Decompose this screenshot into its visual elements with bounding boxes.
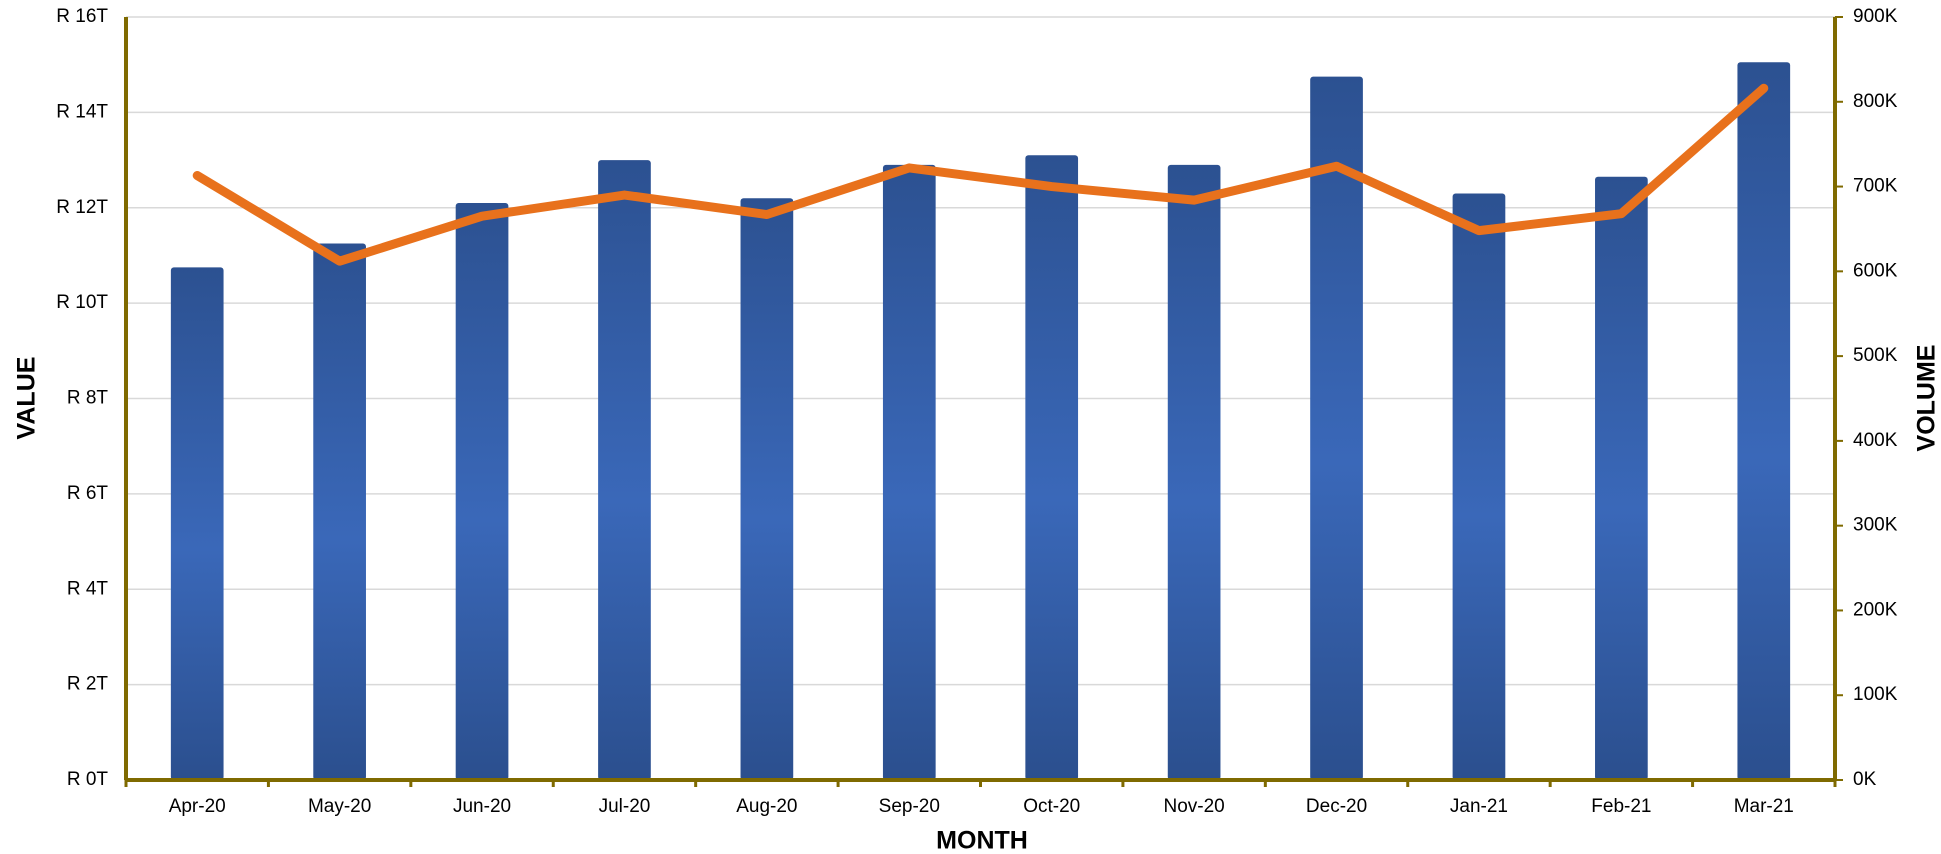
y-tick-label: R 10T	[56, 292, 108, 313]
x-tick-label: Jun-20	[453, 796, 511, 817]
bar	[740, 198, 794, 780]
x-tick-label: Aug-20	[736, 796, 797, 817]
y2-tick-label: 600K	[1853, 260, 1898, 281]
bar	[313, 243, 366, 780]
bar	[1737, 62, 1791, 781]
y2-tick-label: 200K	[1853, 599, 1898, 620]
x-tick-label: Apr-20	[169, 796, 226, 817]
x-tick-label: Oct-20	[1023, 796, 1080, 817]
bar	[1595, 176, 1648, 781]
y2-tick-label: 900K	[1853, 6, 1898, 27]
y-tick-label: R 4T	[67, 578, 109, 599]
y-tick-label: R 6T	[67, 483, 109, 504]
x-tick-label: May-20	[308, 796, 371, 817]
y-tick-label: R 0T	[67, 769, 109, 790]
x-tick-label: Jul-20	[599, 796, 651, 817]
y2-tick-label: 100K	[1853, 684, 1898, 705]
y-axis-title: VALUE	[13, 357, 41, 440]
y2-tick-label: 800K	[1853, 91, 1898, 112]
x-tick-label: Nov-20	[1164, 796, 1225, 817]
y-tick-label: R 12T	[56, 197, 108, 218]
y2-tick-label: 500K	[1853, 345, 1898, 366]
line	[192, 83, 1769, 266]
y2-axis-title: VOLUME	[1913, 345, 1941, 452]
x-tick-label: Mar-21	[1734, 796, 1794, 817]
bar	[170, 267, 224, 780]
bar	[455, 202, 509, 780]
bar	[1310, 76, 1363, 780]
y-tick-label: R 2T	[67, 674, 109, 695]
y2-tick-label: 300K	[1853, 515, 1898, 536]
x-axis-title: MONTH	[936, 827, 1028, 854]
bar	[882, 164, 936, 781]
bar	[1025, 155, 1079, 780]
y2-tick-label: 700K	[1853, 176, 1898, 197]
bar	[1452, 193, 1506, 781]
x-tick-label: Sep-20	[879, 796, 940, 817]
x-tick-label: Jan-21	[1450, 796, 1508, 817]
y2-tick-label: 0K	[1853, 769, 1877, 790]
bar	[1167, 164, 1221, 781]
x-tick-label: Feb-21	[1591, 796, 1651, 817]
y-tick-label: R 8T	[67, 388, 109, 409]
y2-tick-label: 400K	[1853, 430, 1898, 451]
y-tick-label: R 14T	[56, 101, 108, 122]
y-tick-label: R 16T	[56, 6, 108, 27]
bar	[598, 160, 651, 780]
x-tick-label: Dec-20	[1306, 796, 1367, 817]
